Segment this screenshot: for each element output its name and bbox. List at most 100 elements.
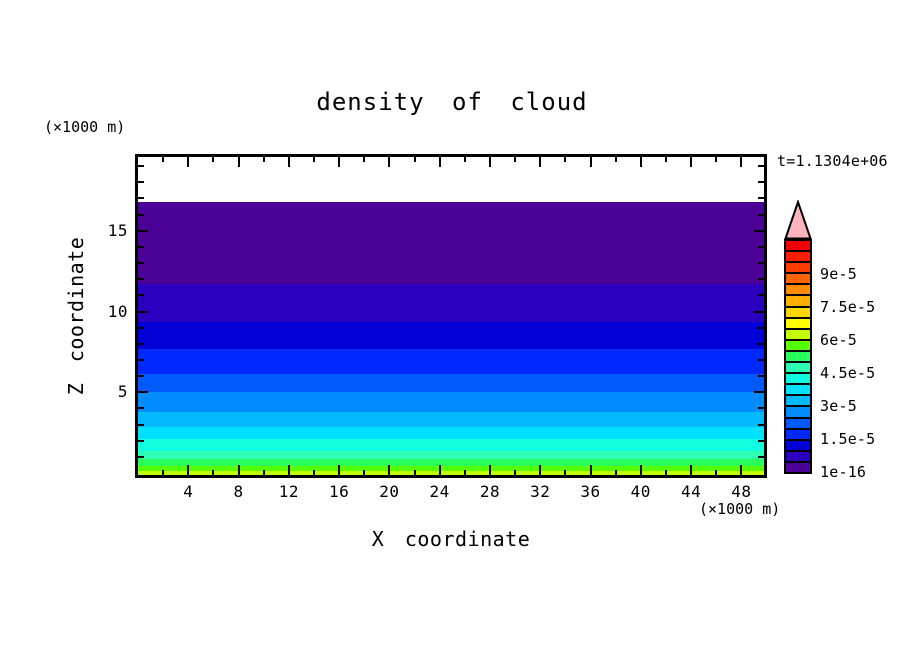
x-major-tick xyxy=(690,465,693,475)
x-tick-label: 24 xyxy=(429,482,450,501)
x-tick-label: 32 xyxy=(530,482,551,501)
z-axis-title: Z coordinate xyxy=(64,236,88,396)
x-minor-tick xyxy=(212,470,215,475)
z-minor-tick xyxy=(758,342,764,345)
colorbar-tick-label: 7.5e-5 xyxy=(820,298,876,316)
contour-band xyxy=(138,411,764,427)
x-major-tick xyxy=(287,465,290,475)
z-major-tick xyxy=(754,310,764,313)
z-minor-tick xyxy=(138,375,144,378)
x-minor-tick xyxy=(413,157,416,162)
x-major-tick xyxy=(690,157,693,167)
colorbar-tick-label: 3e-5 xyxy=(820,397,857,415)
colorbar-cell xyxy=(786,283,810,295)
colorbar-cell xyxy=(786,241,810,251)
z-minor-tick xyxy=(138,213,144,216)
x-major-tick xyxy=(539,465,542,475)
z-major-tick xyxy=(754,391,764,394)
contour-band xyxy=(138,374,764,393)
contour-band xyxy=(138,392,764,412)
colorbar-cell xyxy=(786,427,810,439)
x-minor-tick xyxy=(614,470,617,475)
x-minor-tick xyxy=(715,470,718,475)
z-minor-tick xyxy=(138,197,144,200)
z-minor-tick xyxy=(758,326,764,329)
x-minor-tick xyxy=(312,157,315,162)
x-major-tick xyxy=(639,465,642,475)
z-minor-tick xyxy=(758,262,764,265)
plot-area xyxy=(135,154,767,478)
contour-band xyxy=(138,471,764,475)
colorbar-cell xyxy=(786,261,810,273)
time-annotation: t=1.1304e+06 xyxy=(777,152,888,170)
x-major-tick xyxy=(740,465,743,475)
colorbar-tick-label: 4.5e-5 xyxy=(820,364,876,382)
x-tick-label: 48 xyxy=(731,482,752,501)
x-major-tick xyxy=(639,157,642,167)
x-minor-tick xyxy=(664,470,667,475)
x-major-tick xyxy=(187,465,190,475)
colorbar-tick-label: 1e-16 xyxy=(820,463,867,481)
z-minor-tick xyxy=(758,245,764,248)
z-minor-tick xyxy=(138,407,144,410)
colorbar-cell xyxy=(786,394,810,406)
z-minor-tick xyxy=(138,262,144,265)
z-minor-tick xyxy=(138,278,144,281)
z-minor-tick xyxy=(138,358,144,361)
z-major-tick xyxy=(138,310,148,313)
z-minor-tick xyxy=(138,455,144,458)
colorbar-cell xyxy=(786,316,810,328)
colorbar-cell xyxy=(786,327,810,339)
z-minor-tick xyxy=(138,245,144,248)
x-minor-tick xyxy=(463,470,466,475)
colorbar-cell xyxy=(786,449,810,461)
x-tick-label: 20 xyxy=(379,482,400,501)
z-major-tick xyxy=(754,229,764,232)
x-minor-tick xyxy=(162,470,165,475)
colorbar-cell xyxy=(786,250,810,262)
x-major-tick xyxy=(237,465,240,475)
z-minor-tick xyxy=(138,326,144,329)
z-minor-tick xyxy=(758,165,764,168)
x-major-tick xyxy=(539,157,542,167)
x-minor-tick xyxy=(514,470,517,475)
z-minor-tick xyxy=(138,181,144,184)
z-major-tick xyxy=(138,229,148,232)
x-major-tick xyxy=(589,465,592,475)
x-minor-tick xyxy=(413,470,416,475)
contour-band xyxy=(138,458,764,467)
z-tick-label: 5 xyxy=(117,382,128,402)
x-minor-tick xyxy=(312,470,315,475)
z-minor-tick xyxy=(758,213,764,216)
x-minor-tick xyxy=(514,157,517,162)
x-tick-label: 8 xyxy=(233,482,244,501)
contour-band xyxy=(138,284,764,322)
x-major-tick xyxy=(287,157,290,167)
z-minor-tick xyxy=(138,423,144,426)
z-minor-tick xyxy=(138,342,144,345)
x-minor-tick xyxy=(162,157,165,162)
contour-band xyxy=(138,201,764,285)
x-tick-label: 12 xyxy=(278,482,299,501)
z-minor-tick xyxy=(758,278,764,281)
colorbar xyxy=(784,239,812,474)
x-tick-label: 28 xyxy=(479,482,501,501)
contour-band xyxy=(138,451,764,459)
x-minor-tick xyxy=(564,157,567,162)
x-minor-tick xyxy=(212,157,215,162)
colorbar-cell xyxy=(786,361,810,373)
x-major-tick xyxy=(338,465,341,475)
z-minor-tick xyxy=(758,358,764,361)
colorbar-tick-label: 9e-5 xyxy=(820,265,857,283)
x-major-tick xyxy=(388,465,391,475)
x-major-tick xyxy=(438,465,441,475)
x-minor-tick xyxy=(363,470,366,475)
contour-band xyxy=(138,426,764,440)
z-minor-tick xyxy=(758,181,764,184)
x-axis-unit-label: (×1000 m) xyxy=(699,500,781,518)
z-minor-tick xyxy=(758,439,764,442)
z-minor-tick xyxy=(138,439,144,442)
colorbar-tick-label: 1.5e-5 xyxy=(820,430,876,448)
x-major-tick xyxy=(589,157,592,167)
x-major-tick xyxy=(438,157,441,167)
